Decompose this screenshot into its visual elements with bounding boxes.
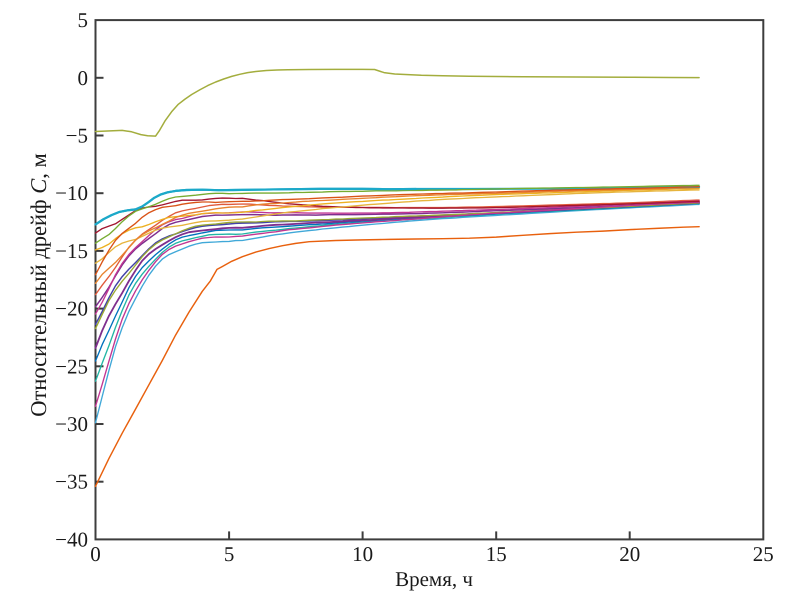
svg-text:20: 20 xyxy=(619,542,640,566)
svg-text:−30: −30 xyxy=(55,412,88,436)
svg-text:15: 15 xyxy=(486,542,507,566)
svg-text:−20: −20 xyxy=(55,297,88,321)
svg-text:0: 0 xyxy=(78,66,89,90)
svg-text:10: 10 xyxy=(352,542,373,566)
svg-text:Относительный дрейф C, м: Относительный дрейф C, м xyxy=(26,153,51,417)
svg-text:Время, ч: Время, ч xyxy=(395,567,473,591)
svg-text:−35: −35 xyxy=(55,470,88,494)
svg-text:−40: −40 xyxy=(55,527,88,551)
svg-text:−25: −25 xyxy=(55,354,88,378)
svg-text:−15: −15 xyxy=(55,239,88,263)
svg-text:0: 0 xyxy=(90,542,101,566)
svg-text:5: 5 xyxy=(78,8,89,32)
svg-text:−10: −10 xyxy=(55,181,88,205)
svg-text:−5: −5 xyxy=(66,124,88,148)
svg-text:25: 25 xyxy=(753,542,774,566)
svg-text:5: 5 xyxy=(224,542,235,566)
